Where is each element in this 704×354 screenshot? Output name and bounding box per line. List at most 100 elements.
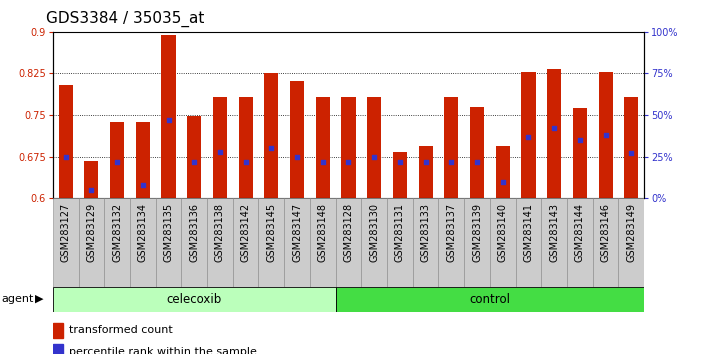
Bar	[515, 198, 541, 287]
Point	[420, 159, 432, 165]
Bar	[618, 198, 644, 287]
Bar	[393, 152, 407, 198]
Bar	[258, 198, 284, 287]
Bar	[496, 146, 510, 198]
Point	[600, 132, 611, 138]
Bar	[79, 198, 104, 287]
Bar	[367, 97, 382, 198]
Bar	[336, 198, 361, 287]
Text: GSM283145: GSM283145	[266, 202, 277, 262]
Bar	[161, 35, 175, 198]
Bar	[464, 198, 490, 287]
Bar	[130, 198, 156, 287]
Point	[369, 154, 380, 159]
Text: GSM283140: GSM283140	[498, 202, 508, 262]
Text: percentile rank within the sample: percentile rank within the sample	[70, 347, 257, 354]
Text: GSM283149: GSM283149	[627, 202, 636, 262]
Point	[317, 159, 328, 165]
Text: GSM283139: GSM283139	[472, 202, 482, 262]
Point	[394, 159, 406, 165]
Text: GSM283147: GSM283147	[292, 202, 302, 262]
Text: GDS3384 / 35035_at: GDS3384 / 35035_at	[46, 11, 204, 27]
Bar	[58, 85, 73, 198]
Bar	[522, 72, 536, 198]
Bar	[264, 74, 278, 198]
Point	[548, 126, 560, 131]
Bar	[213, 97, 227, 198]
Text: celecoxib: celecoxib	[167, 293, 222, 306]
Text: GSM283144: GSM283144	[575, 202, 585, 262]
Bar	[239, 97, 253, 198]
Text: GSM283135: GSM283135	[163, 202, 173, 262]
Point	[137, 182, 149, 188]
Bar	[567, 198, 593, 287]
Point	[574, 137, 586, 143]
Bar	[413, 198, 439, 287]
Bar	[104, 198, 130, 287]
Bar	[439, 198, 464, 287]
Bar	[419, 145, 433, 198]
Bar	[156, 198, 182, 287]
Point	[497, 179, 508, 184]
Text: GSM283146: GSM283146	[601, 202, 610, 262]
Text: GSM283128: GSM283128	[344, 202, 353, 262]
Bar	[136, 122, 150, 198]
Bar	[361, 198, 387, 287]
Text: GSM283137: GSM283137	[446, 202, 456, 262]
Bar	[84, 160, 99, 198]
Point	[60, 154, 71, 159]
Bar	[598, 72, 612, 198]
Text: agent: agent	[1, 294, 34, 304]
Bar	[284, 198, 310, 287]
Text: GSM283143: GSM283143	[549, 202, 559, 262]
Bar	[310, 198, 336, 287]
Text: GSM283131: GSM283131	[395, 202, 405, 262]
Bar	[182, 198, 207, 287]
Bar	[233, 198, 258, 287]
Point	[111, 159, 122, 165]
Bar	[624, 97, 639, 198]
Bar	[110, 122, 124, 198]
Bar	[336, 287, 644, 312]
Text: control: control	[470, 293, 510, 306]
Bar	[387, 198, 413, 287]
Text: GSM283130: GSM283130	[369, 202, 379, 262]
Bar	[53, 323, 63, 338]
Bar	[187, 116, 201, 198]
Point	[626, 150, 637, 156]
Point	[214, 149, 225, 154]
Bar	[470, 107, 484, 198]
Point	[523, 134, 534, 139]
Text: transformed count: transformed count	[70, 325, 173, 336]
Bar	[341, 97, 356, 198]
Text: GSM283133: GSM283133	[420, 202, 431, 262]
Point	[446, 159, 457, 165]
Point	[163, 117, 174, 123]
Text: GSM283134: GSM283134	[138, 202, 148, 262]
Bar	[315, 97, 330, 198]
Text: GSM283148: GSM283148	[318, 202, 328, 262]
Bar	[490, 198, 515, 287]
Bar	[593, 198, 618, 287]
Bar	[444, 97, 458, 198]
Bar	[53, 344, 63, 354]
Point	[343, 159, 354, 165]
Bar	[53, 198, 79, 287]
Point	[265, 145, 277, 151]
Text: ▶: ▶	[35, 294, 44, 304]
Bar	[290, 81, 304, 198]
Point	[240, 159, 251, 165]
Text: GSM283129: GSM283129	[87, 202, 96, 262]
Point	[472, 159, 483, 165]
Bar	[547, 69, 561, 198]
Text: GSM283142: GSM283142	[241, 202, 251, 262]
Point	[291, 154, 303, 159]
Text: GSM283127: GSM283127	[61, 202, 70, 262]
Point	[86, 187, 97, 193]
Text: GSM283138: GSM283138	[215, 202, 225, 262]
Text: GSM283132: GSM283132	[112, 202, 122, 262]
Text: GSM283136: GSM283136	[189, 202, 199, 262]
Bar	[541, 198, 567, 287]
Point	[189, 159, 200, 165]
Bar	[53, 287, 336, 312]
